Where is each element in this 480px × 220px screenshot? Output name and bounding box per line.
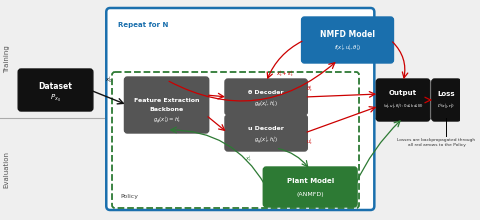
Text: $P_{x_0}$: $P_{x_0}$ (50, 92, 61, 104)
Text: Output: Output (389, 90, 417, 96)
Text: $x_t^i$: $x_t^i$ (245, 154, 252, 164)
FancyBboxPatch shape (376, 79, 430, 121)
FancyBboxPatch shape (301, 17, 394, 63)
FancyBboxPatch shape (432, 79, 460, 121)
Text: $g_\theta(x_t^i, h_t^i)$: $g_\theta(x_t^i, h_t^i)$ (254, 99, 278, 109)
Text: $u_t^i$: $u_t^i$ (306, 136, 313, 147)
Text: Repeat for N: Repeat for N (118, 22, 168, 28)
Text: Dataset: Dataset (38, 81, 72, 90)
Text: $\theta_t^i$: $\theta_t^i$ (306, 83, 313, 94)
Text: u Decoder: u Decoder (248, 125, 284, 130)
Text: $g_\phi(x_t^i) = h_t^i$: $g_\phi(x_t^i) = h_t^i$ (153, 114, 180, 126)
FancyBboxPatch shape (263, 167, 357, 207)
FancyBboxPatch shape (18, 69, 93, 111)
Text: $\ell^i(x_0^i, r_t^i)$: $\ell^i(x_0^i, r_t^i)$ (437, 102, 455, 112)
FancyBboxPatch shape (106, 8, 374, 210)
Text: Loss: Loss (437, 91, 455, 97)
Text: θ Decoder: θ Decoder (248, 90, 284, 95)
Text: Plant Model: Plant Model (287, 178, 334, 184)
Text: Feature Extraction: Feature Extraction (134, 97, 199, 103)
Text: $f(x_t^i, u_t^i, \theta_t^i)$: $f(x_t^i, u_t^i, \theta_t^i)$ (334, 43, 361, 53)
FancyBboxPatch shape (225, 115, 307, 151)
Text: Evaluation: Evaluation (4, 150, 10, 187)
Text: (ANMFD): (ANMFD) (296, 191, 324, 196)
Text: Policy: Policy (120, 194, 139, 199)
Text: $x_0^i$: $x_0^i$ (105, 74, 112, 85)
Text: Training: Training (4, 45, 10, 73)
Text: $x_t^i + \epsilon_t^i$: $x_t^i + \epsilon_t^i$ (276, 68, 294, 79)
FancyBboxPatch shape (124, 77, 209, 133)
Text: Losses are backpropagated through
all red arrows to the Policy: Losses are backpropagated through all re… (397, 138, 476, 147)
Text: Backbone: Backbone (149, 106, 184, 112)
Text: NMFD Model: NMFD Model (320, 29, 375, 38)
Text: $(x_t^i, u_t^i, \theta_t^i): 0 \leq k \leq N)$: $(x_t^i, u_t^i, \theta_t^i): 0 \leq k \l… (383, 102, 423, 112)
FancyBboxPatch shape (225, 79, 307, 115)
Text: $g_\psi(x_t^i, h_t^i)$: $g_\psi(x_t^i, h_t^i)$ (254, 134, 278, 146)
